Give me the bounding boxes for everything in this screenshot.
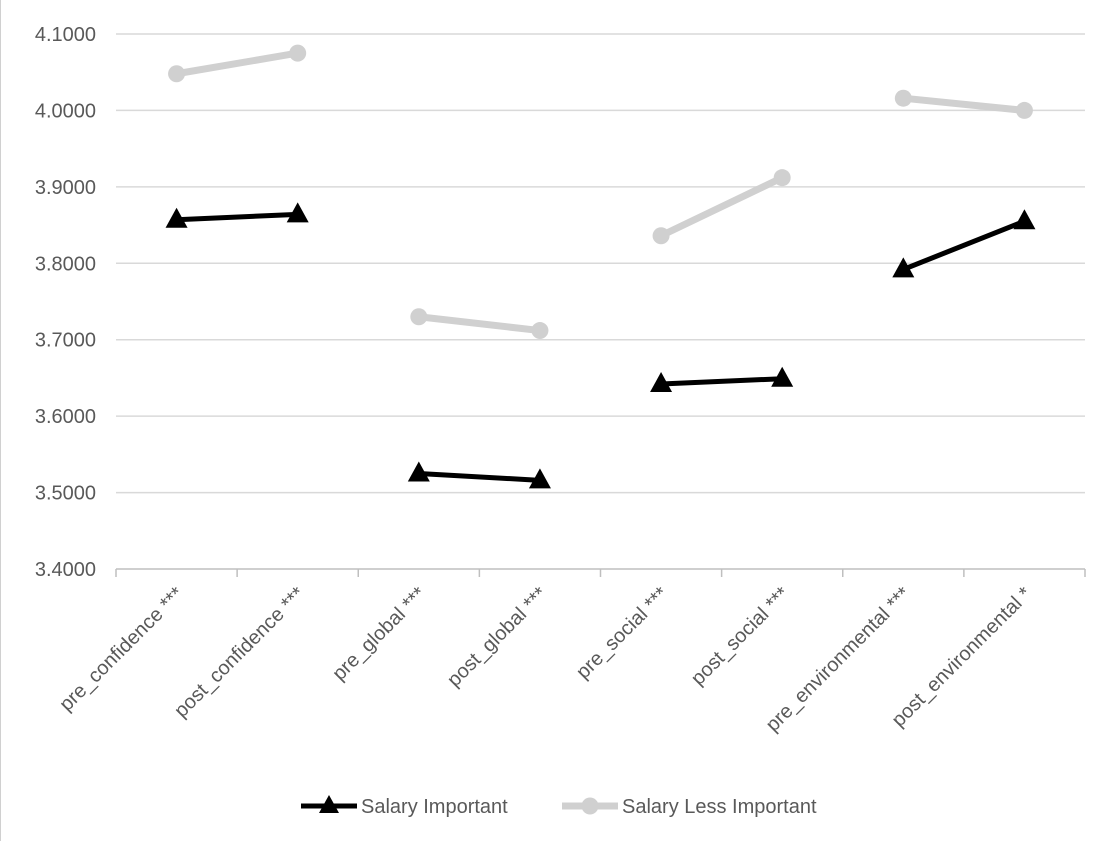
data-point [771,366,794,387]
data-point [407,461,430,482]
x-axis-tick-label: pre_confidence *** [55,583,188,716]
legend-marker [319,795,339,813]
data-point [652,227,670,245]
legend: Salary Important Salary Less Important [301,795,817,818]
x-axis-tick-label: post_social *** [687,583,794,690]
legend-marker [581,797,599,815]
series-line [416,470,543,483]
series-line [900,218,1027,272]
y-axis-tick-label: 3.8000 [35,253,96,275]
data-point [410,308,428,326]
data-point [894,89,912,107]
x-axis-tick-label: post_confidence *** [170,583,309,722]
data-point [531,322,549,340]
y-axis-tick-label: 4.1000 [35,24,96,46]
x-axis-tick-labels: pre_confidence ***post_confidence *** pre… [55,583,1036,736]
y-axis-tick-label: 3.6000 [35,406,96,428]
gridlines [116,33,1085,494]
data-point [165,207,188,228]
data-point [650,372,673,393]
series-line [174,211,301,223]
data-point [1013,209,1036,230]
data-point [168,65,186,83]
x-axis-tick-label: pre_social *** [572,583,673,684]
data-point [1015,101,1033,119]
data-point [892,257,915,278]
series-line [415,313,544,335]
x-axis [115,568,1086,577]
series-line [657,174,786,240]
series-line [899,94,1028,114]
series-line [173,49,302,78]
y-axis-tick-labels: 3.4000 3.5000 3.6000 3.7000 3.8000 3.9000 4.00… [35,24,96,581]
legend-label: Salary Less Important [622,796,817,818]
data-point [528,468,551,489]
x-axis-tick-label: post_global *** [443,583,551,691]
y-axis-tick-label: 3.9000 [35,177,96,199]
y-axis-tick-label: 3.5000 [35,483,96,505]
data-point [286,202,309,223]
data-point [773,169,791,187]
y-axis-tick-label: 4.0000 [35,100,96,122]
data-point [289,44,307,62]
legend-label: Salary Important [361,796,508,818]
series-lines [165,44,1036,489]
y-axis-tick-label: 3.4000 [35,559,96,581]
x-axis-tick-label: post_environmental * [888,583,1037,732]
series-line [658,376,785,387]
x-axis-tick-label: pre_global *** [328,583,430,685]
y-axis-tick-label: 3.7000 [35,330,96,352]
